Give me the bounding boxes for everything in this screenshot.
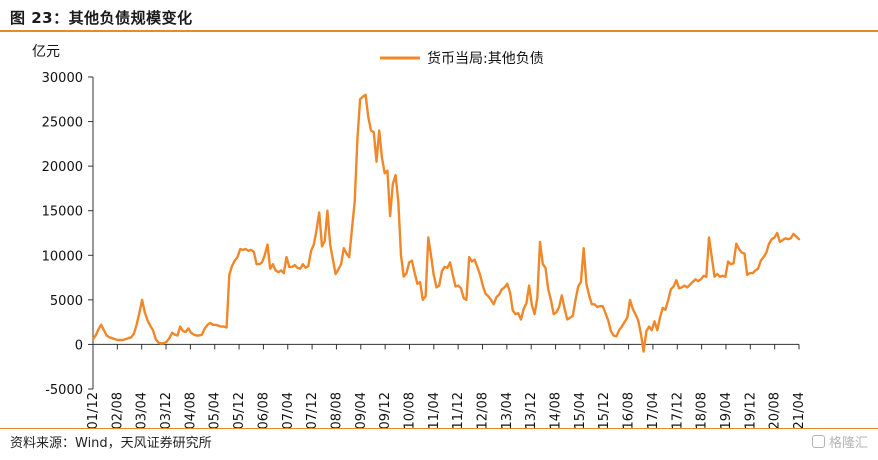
x-tick-label: 2018/08 [695, 392, 710, 428]
x-tick-label: 2011/04 [427, 392, 442, 428]
x-tick-label: 2004/08 [183, 392, 198, 428]
x-tick-label: 2011/12 [451, 392, 466, 428]
x-tick-label: 2017/12 [670, 392, 685, 428]
x-tick-label: 2015/12 [597, 392, 612, 428]
y-tick-label: 5000 [50, 294, 83, 309]
y-tick-label: 15000 [42, 205, 83, 220]
x-tick-label: 2006/08 [256, 392, 271, 428]
legend-label: 货币当局:其他负债 [427, 50, 544, 67]
x-tick-label: 2003/12 [159, 392, 174, 428]
y-tick-label: -5000 [45, 383, 83, 398]
x-tick-label: 2013/04 [500, 392, 515, 428]
y-tick-label: 25000 [42, 116, 83, 131]
y-tick-label: 30000 [42, 71, 83, 86]
x-tick-label: 2019/12 [743, 392, 758, 428]
x-tick-label: 2007/04 [281, 392, 296, 428]
x-tick-label: 2005/04 [208, 392, 223, 428]
x-tick-label: 2015/04 [573, 392, 588, 428]
x-tick-label: 2007/12 [305, 392, 320, 428]
x-tick-label: 2009/04 [354, 392, 369, 428]
figure-title: 图 23：其他负债规模变化 [10, 9, 193, 27]
x-tick-label: 2009/12 [378, 392, 393, 428]
series-group [91, 93, 801, 353]
line-chart: -5000 0 5000 10000 15000 20000 25000 30000 2001… [32, 44, 807, 428]
x-tick-label: 2002/08 [110, 392, 125, 428]
source-note: 资料来源：Wind，天风证券研究所 [10, 436, 212, 451]
x-tick-label: 2008/08 [329, 392, 344, 428]
x-tick-label: 2020/08 [768, 392, 783, 428]
y-tick-label: 0 [75, 338, 83, 353]
x-tick-label: 2014/08 [549, 392, 564, 428]
title-divider [0, 30, 878, 32]
x-tick-label: 2001/12 [86, 392, 101, 428]
series-line-other-liabilities [91, 93, 801, 353]
x-tick-label: 2005/12 [232, 392, 247, 428]
watermark-logo-icon [811, 435, 825, 448]
x-axis: 2001/12 2002/08 2003/04 2003/12 2004/08 2005/… [86, 343, 807, 428]
x-tick-label: 2016/08 [622, 392, 637, 428]
x-tick-label: 2010/08 [402, 392, 417, 428]
x-tick-label: 2013/12 [524, 392, 539, 428]
x-tick-label: 2021/04 [792, 392, 807, 428]
legend: 货币当局:其他负债 [380, 50, 544, 67]
x-tick-label: 2012/08 [476, 392, 491, 428]
x-tick-label: 2019/04 [719, 392, 734, 428]
y-axis-unit: 亿元 [32, 44, 60, 60]
y-axis: -5000 0 5000 10000 15000 20000 25000 30000 [42, 71, 94, 398]
x-tick-label: 2017/04 [646, 392, 661, 428]
watermark: 格隆汇 [811, 432, 868, 451]
x-tick-label: 2003/04 [135, 392, 150, 428]
y-tick-label: 20000 [42, 160, 83, 175]
y-tick-label: 10000 [42, 249, 83, 264]
footer-divider [0, 428, 878, 429]
watermark-text: 格隆汇 [828, 436, 868, 451]
